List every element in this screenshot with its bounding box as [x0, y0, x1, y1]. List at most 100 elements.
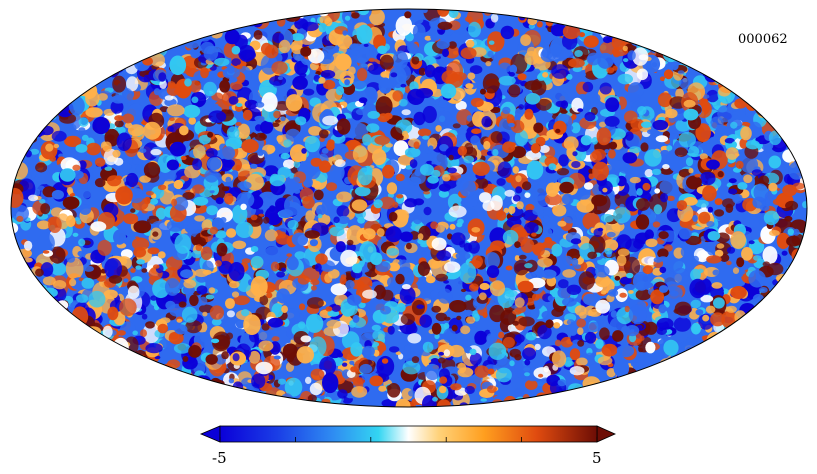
- sky-blob: [407, 333, 422, 344]
- sky-blob: [145, 321, 155, 329]
- sky-blob: [625, 131, 634, 141]
- sky-blob: [36, 220, 51, 230]
- sky-blob: [595, 339, 604, 349]
- sky-blob: [221, 186, 230, 192]
- sky-blob: [662, 164, 670, 170]
- sky-blob: [514, 297, 525, 308]
- sky-blob: [545, 182, 559, 197]
- sky-blob: [72, 232, 79, 237]
- sky-blob: [622, 45, 628, 52]
- sky-blob: [301, 21, 319, 32]
- sky-blob: [554, 339, 562, 347]
- sky-blob: [35, 268, 44, 277]
- sky-blob: [564, 360, 575, 367]
- sky-blob: [235, 164, 241, 172]
- sky-blob: [23, 240, 33, 251]
- sky-blob: [431, 305, 442, 313]
- sky-blob: [196, 285, 208, 295]
- sky-blob: [524, 263, 533, 269]
- sky-blob: [592, 161, 609, 181]
- sky-blob: [489, 280, 506, 297]
- sky-blob: [576, 199, 595, 213]
- sky-blob: [108, 275, 123, 284]
- sky-blob: [26, 174, 32, 179]
- sky-blob: [566, 284, 582, 295]
- sky-blob: [513, 259, 529, 276]
- sky-blob: [545, 319, 554, 329]
- sky-blob: [714, 198, 723, 206]
- sky-blob: [208, 287, 216, 294]
- sky-blob: [305, 210, 315, 222]
- sky-blob: [508, 206, 516, 214]
- sky-blob: [417, 287, 434, 301]
- sky-blob: [182, 192, 195, 200]
- sky-blob: [143, 162, 161, 178]
- sky-blob: [491, 399, 504, 407]
- sky-blob: [763, 210, 780, 226]
- sky-blob: [565, 73, 573, 80]
- sky-blob: [526, 160, 544, 180]
- sky-blob: [424, 64, 436, 78]
- sky-blob: [563, 213, 577, 224]
- sky-blob: [84, 326, 102, 336]
- sky-blob: [167, 104, 185, 117]
- sky-blob: [293, 188, 301, 194]
- sky-blob: [392, 90, 404, 102]
- sky-blob: [734, 84, 743, 91]
- sky-blob: [641, 256, 658, 266]
- sky-blob: [532, 207, 544, 216]
- sky-blob: [448, 9, 459, 18]
- sky-blob: [692, 214, 698, 222]
- sky-blob: [173, 343, 191, 354]
- sky-blob: [395, 398, 411, 407]
- sky-blob: [401, 109, 411, 116]
- sky-blob: [792, 182, 805, 190]
- sky-blob: [254, 115, 265, 122]
- sky-blob: [409, 159, 418, 169]
- sky-blob: [736, 257, 745, 268]
- sky-blob: [440, 83, 457, 99]
- sky-blob: [336, 352, 344, 358]
- sky-blob: [285, 128, 301, 142]
- sky-blob: [568, 58, 585, 68]
- sky-blob: [468, 240, 480, 254]
- sky-blob: [300, 46, 312, 57]
- sky-blob: [430, 33, 441, 41]
- sky-blob: [140, 329, 147, 338]
- sky-blob: [233, 295, 250, 306]
- sky-blob: [62, 196, 80, 210]
- sky-blob: [699, 153, 708, 160]
- sky-blob: [725, 147, 739, 160]
- sky-blob: [608, 289, 619, 297]
- sky-blob: [595, 274, 611, 288]
- sky-blob: [740, 155, 758, 174]
- sky-blob: [280, 152, 290, 160]
- sky-blob: [642, 265, 654, 275]
- sky-blob: [562, 24, 581, 40]
- sky-blob: [471, 310, 479, 318]
- sky-blob: [52, 111, 58, 118]
- sky-blob: [285, 94, 303, 112]
- sky-blob: [327, 139, 335, 146]
- sky-blob: [576, 318, 586, 328]
- sky-blob: [580, 135, 592, 146]
- sky-blob: [465, 294, 472, 301]
- sky-blob: [578, 271, 595, 290]
- sky-blob: [508, 72, 515, 77]
- sky-blob: [520, 34, 531, 46]
- sky-blob: [292, 369, 298, 374]
- sky-blob: [240, 203, 247, 210]
- sky-blob: [352, 377, 366, 385]
- sky-blob: [699, 171, 716, 186]
- sky-blob: [349, 360, 355, 365]
- sky-blob: [619, 165, 633, 174]
- sky-blob: [600, 213, 614, 223]
- sky-blob: [660, 146, 668, 151]
- sky-blob: [753, 255, 762, 261]
- sky-blob: [608, 149, 616, 159]
- sky-blob: [579, 311, 587, 319]
- sky-blob: [449, 223, 456, 230]
- sky-blob: [448, 344, 465, 358]
- sky-blob: [333, 357, 343, 367]
- sky-blob: [299, 303, 306, 311]
